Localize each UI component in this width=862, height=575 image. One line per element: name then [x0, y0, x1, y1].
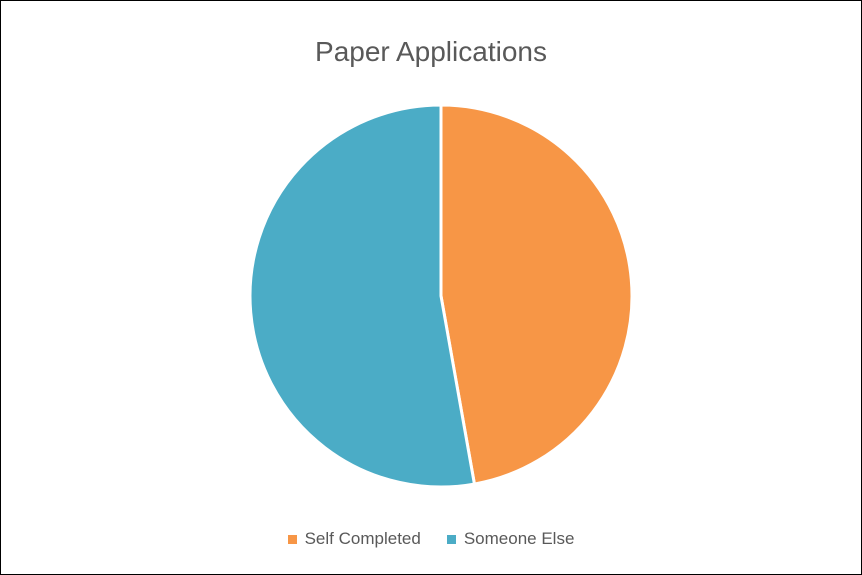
legend-swatch-someone-else	[446, 534, 456, 544]
legend-label-self-completed: Self Completed	[304, 529, 421, 548]
legend-item-someone-else: Someone Else	[446, 529, 575, 549]
legend-label-someone-else: Someone Else	[463, 529, 575, 548]
legend: Self Completed Someone Else	[1, 529, 861, 549]
legend-swatch-self-completed	[287, 534, 297, 544]
chart-title: Paper Applications	[315, 36, 547, 67]
pie-slice-self-completed	[439, 103, 634, 486]
pie-slices	[248, 103, 634, 489]
legend-item-self-completed: Self Completed	[287, 529, 421, 549]
pie-slice-someone-else	[248, 103, 476, 489]
